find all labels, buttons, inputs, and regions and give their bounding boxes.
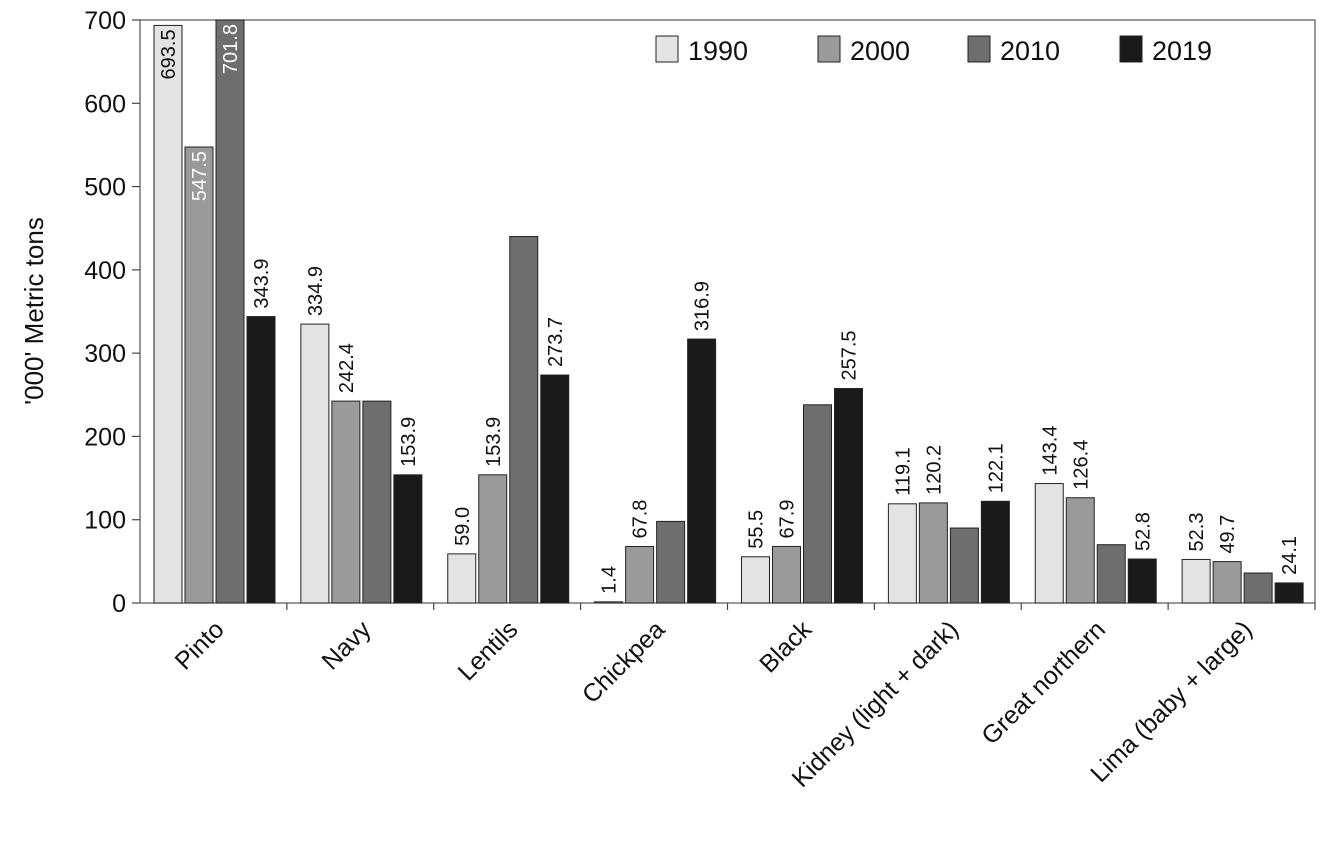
bar-2019 [834, 388, 863, 604]
data-label: 120.2 [923, 445, 945, 495]
legend-label: 2019 [1152, 36, 1212, 66]
data-label: 55.5 [746, 510, 768, 549]
bar-2019 [687, 338, 717, 604]
y-tick-label: 300 [84, 340, 126, 368]
category-label: Black [754, 615, 817, 678]
bar-2019 [246, 316, 276, 604]
bar-2019 [393, 474, 423, 604]
data-label: 1.4 [599, 566, 621, 594]
bar-2010 [362, 400, 392, 604]
category-label: Kidney (light + dark) [787, 615, 965, 793]
bar-2010 [509, 236, 539, 604]
y-tick-label: 200 [84, 423, 126, 451]
data-label: 547.5 [189, 151, 211, 201]
bar-2010 [1096, 544, 1126, 604]
bar-1990 [153, 24, 183, 604]
bar-2019 [1127, 558, 1157, 604]
category-label: Pinto [170, 615, 230, 675]
bar-2000 [478, 474, 508, 604]
data-label: 343.9 [251, 259, 273, 309]
data-label: 693.5 [158, 29, 180, 79]
data-label: 67.8 [630, 500, 652, 539]
data-label: 257.5 [839, 330, 861, 380]
bar-2010 [803, 404, 832, 604]
data-label: 701.8 [220, 24, 242, 74]
bar-1990 [887, 503, 917, 604]
legend-label: 1990 [688, 36, 748, 66]
legend-label: 2010 [1000, 36, 1060, 66]
bar-1990 [741, 556, 770, 604]
bar-2019 [540, 374, 570, 604]
data-label: 49.7 [1217, 515, 1239, 554]
data-label: 242.4 [336, 343, 358, 393]
category-label: Lentils [453, 615, 524, 686]
data-label: 153.9 [398, 417, 420, 467]
bar-2010 [1243, 572, 1273, 604]
legend-swatch [967, 35, 991, 63]
bars [153, 19, 1304, 604]
bar-2019 [1274, 582, 1304, 604]
bar-1990 [1034, 483, 1064, 604]
bar-1990 [1181, 558, 1211, 604]
data-labels: 693.5 547.5 701.8 343.9 334.9 242.4 153.9 59.0 1… [158, 24, 1301, 594]
bar-2010 [215, 19, 245, 604]
category-label: Chickpea [577, 615, 671, 709]
legend-swatch [655, 35, 679, 63]
data-label: 67.9 [777, 500, 799, 539]
bar-2000 [772, 545, 801, 604]
y-axis-title: '000' Metric tons [19, 217, 49, 405]
category-label: Lima (baby + large) [1085, 615, 1258, 788]
bar-2019 [980, 500, 1010, 604]
y-tick-label: 500 [84, 174, 126, 202]
data-label: 143.4 [1039, 426, 1061, 476]
y-tick-label: 600 [84, 90, 126, 118]
y-tick-label: 700 [84, 7, 126, 35]
bar-2000 [331, 400, 361, 604]
legend: 1990 2000 2010 2019 [655, 35, 1212, 66]
category-label: Navy [316, 615, 376, 675]
category-label: Great northern [976, 615, 1111, 750]
y-tick-label: 400 [84, 257, 126, 285]
y-axis: 0 100 200 300 400 500 600 700 [84, 7, 140, 618]
bar-2000 [1212, 561, 1242, 604]
bar-1990 [300, 323, 330, 604]
legend-swatch [1119, 35, 1143, 63]
data-label: 59.0 [452, 507, 474, 546]
data-label: 126.4 [1070, 440, 1092, 490]
bar-2000 [1065, 497, 1095, 604]
y-tick-label: 0 [112, 590, 126, 618]
bar-2000 [625, 546, 655, 604]
bar-2000 [918, 502, 948, 604]
data-label: 119.1 [892, 447, 914, 496]
data-label: 122.1 [985, 443, 1007, 493]
bar-2000 [184, 146, 214, 604]
y-tick-label: 100 [84, 507, 126, 535]
bar-2010 [949, 527, 979, 604]
legend-swatch [817, 35, 841, 63]
data-label: 52.3 [1186, 513, 1208, 552]
data-label: 316.9 [692, 281, 714, 331]
legend-label: 2000 [850, 36, 910, 66]
bar-1990 [594, 601, 624, 604]
data-label: 24.1 [1279, 536, 1301, 575]
data-label: 52.8 [1132, 512, 1154, 551]
data-label: 334.9 [305, 266, 327, 316]
data-label: 273.7 [545, 317, 567, 367]
bar-2010 [656, 520, 686, 604]
data-label: 153.9 [483, 417, 505, 467]
bar-1990 [447, 553, 477, 604]
